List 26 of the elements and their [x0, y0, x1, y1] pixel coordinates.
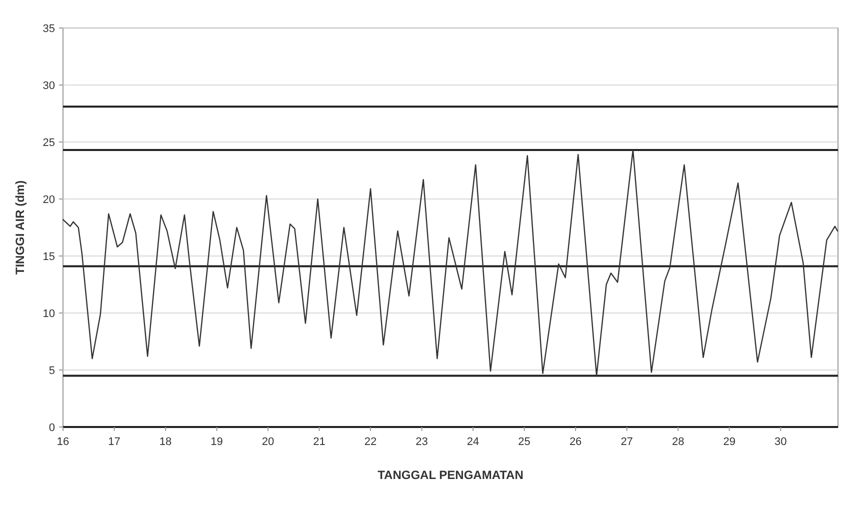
- x-tick-label: 21: [313, 436, 326, 448]
- y-tick-label: 10: [42, 308, 55, 320]
- x-tick-label: 26: [569, 436, 582, 448]
- x-tick-label: 18: [159, 436, 172, 448]
- x-tick-label: 23: [416, 436, 428, 448]
- x-tick-label: 24: [466, 436, 480, 448]
- x-tick-label: 20: [262, 436, 274, 448]
- y-tick-label: 5: [48, 364, 55, 377]
- y-tick-label: 15: [42, 250, 55, 263]
- y-tick-label: 30: [42, 80, 55, 92]
- y-axis-title: TINGGI AIR (dm): [13, 180, 27, 275]
- x-tick-label: 17: [108, 436, 120, 448]
- x-tick-label: 28: [672, 436, 684, 448]
- x-tick-label: 29: [723, 436, 736, 448]
- y-tick-label: 20: [42, 194, 55, 206]
- y-tick-label: 0: [48, 422, 55, 434]
- x-tick-label: 27: [620, 436, 633, 448]
- line-series: [62, 149, 838, 376]
- x-tick-label: 19: [210, 436, 223, 448]
- x-tick-label: 25: [518, 436, 530, 448]
- y-tick-label: 25: [42, 136, 55, 149]
- x-tick-label: 30: [774, 436, 787, 448]
- x-tick-label: 16: [56, 436, 70, 448]
- x-axis-title: TANGGAL PENGAMATAN: [378, 468, 524, 482]
- x-tick-label: 22: [364, 436, 377, 448]
- y-tick-label: 35: [42, 22, 55, 35]
